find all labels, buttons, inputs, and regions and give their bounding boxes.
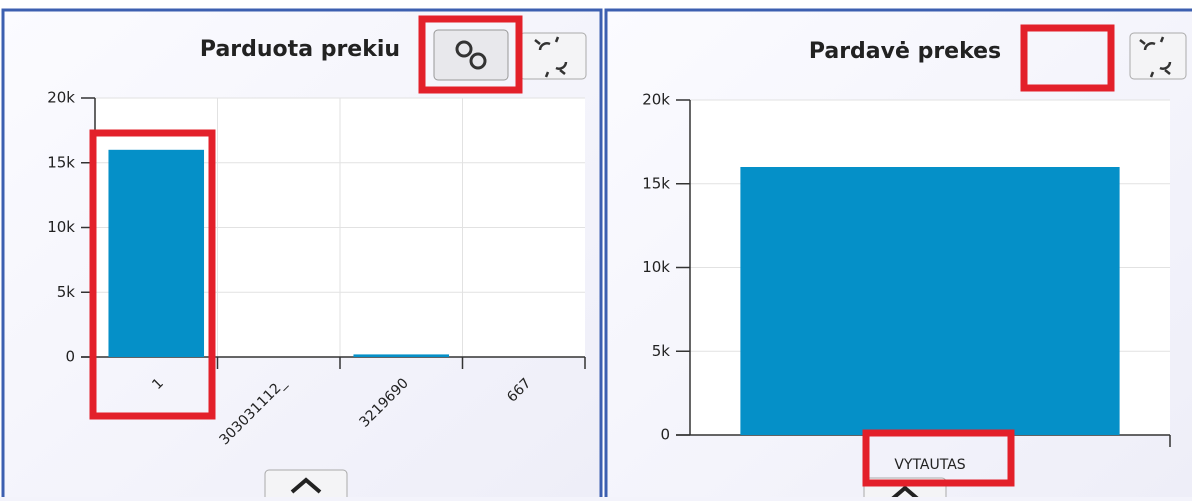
unlink-icon [1139,36,1172,78]
link-button[interactable] [433,29,509,81]
highlight-box [418,15,523,94]
y-tick-label: 10k [47,218,75,236]
chevron-icon [290,477,322,494]
x-tick-label: VYTAUTAS [894,457,965,473]
chevron-icon [889,485,921,501]
unlink-button[interactable] [1129,32,1187,80]
collapse-button[interactable] [264,469,348,501]
bar [108,149,205,357]
y-tick-label: 20k [642,91,670,109]
chart-title: Parduota prekiu [200,37,400,62]
highlights [89,15,1115,487]
y-tick-label: 0 [660,426,670,444]
bar [740,167,1120,435]
y-tick-label: 5k [652,342,671,360]
chart-title: Pardavė prekes [809,39,1001,64]
bar [353,354,450,357]
y-tick-label: 5k [57,283,76,301]
link-icon [455,40,487,70]
highlight-box [89,129,216,420]
unlink-button[interactable] [519,32,587,80]
y-tick-label: 15k [47,153,75,171]
y-tick-label: 0 [65,348,75,366]
y-tick-label: 15k [642,174,670,192]
unlink-icon [534,36,568,78]
y-tick-label: 10k [642,258,670,276]
highlight-box [862,429,1015,487]
highlight-box [1020,24,1115,92]
y-tick-label: 20k [47,89,75,107]
